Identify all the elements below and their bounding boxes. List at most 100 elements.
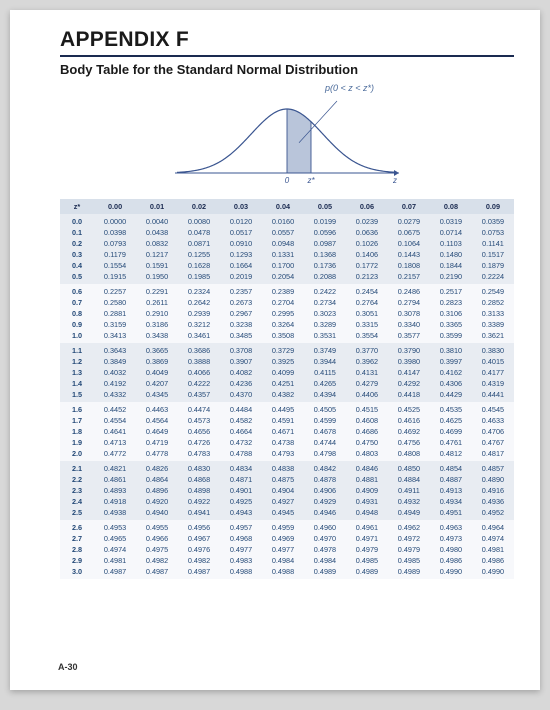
- cell: 0.4732: [220, 437, 262, 448]
- cell: 0.4192: [94, 378, 136, 389]
- cell: 0.4515: [346, 402, 388, 415]
- cell: 0.4909: [346, 485, 388, 496]
- cell: 0.4925: [220, 496, 262, 507]
- cell: 0.1664: [220, 260, 262, 271]
- table-row: 1.80.46410.46490.46560.46640.46710.46780…: [60, 426, 514, 437]
- cell: 0.4834: [220, 461, 262, 474]
- cell: 0.4452: [94, 402, 136, 415]
- cell: 0.0987: [304, 238, 346, 249]
- cell: 0.3599: [430, 330, 472, 343]
- cell: 0.2019: [220, 271, 262, 284]
- cell: 0.0438: [136, 227, 178, 238]
- cell: 0.3485: [220, 330, 262, 343]
- z-value: 2.5: [60, 507, 94, 520]
- cell: 0.4484: [220, 402, 262, 415]
- cell: 0.4982: [178, 555, 220, 566]
- cell: 0.4981: [94, 555, 136, 566]
- cell: 0.4525: [388, 402, 430, 415]
- cell: 0.4989: [388, 566, 430, 579]
- cell: 0.4875: [262, 474, 304, 485]
- cell: 0.2704: [262, 297, 304, 308]
- cell: 0.4985: [388, 555, 430, 566]
- cell: 0.4699: [430, 426, 472, 437]
- cell: 0.0160: [262, 214, 304, 227]
- cell: 0.4904: [262, 485, 304, 496]
- cell: 0.4963: [430, 520, 472, 533]
- cell: 0.2486: [388, 284, 430, 297]
- cell: 0.4265: [304, 378, 346, 389]
- cell: 0.2324: [178, 284, 220, 297]
- cell: 0.2190: [430, 271, 472, 284]
- cell: 0.2517: [430, 284, 472, 297]
- cell: 0.4686: [346, 426, 388, 437]
- z-value: 1.9: [60, 437, 94, 448]
- z-value: 0.4: [60, 260, 94, 271]
- cell: 0.3159: [94, 319, 136, 330]
- cell: 0.3461: [178, 330, 220, 343]
- cell: 0.4989: [346, 566, 388, 579]
- cell: 0.3133: [472, 308, 514, 319]
- col-header: 0.03: [220, 199, 262, 214]
- cell: 0.4868: [178, 474, 220, 485]
- cell: 0.4783: [178, 448, 220, 461]
- cell: 0.0080: [178, 214, 220, 227]
- z-value: 0.5: [60, 271, 94, 284]
- cell: 0.4952: [472, 507, 514, 520]
- cell: 0.4881: [346, 474, 388, 485]
- cell: 0.4633: [472, 415, 514, 426]
- table-row: 2.30.48930.48960.48980.49010.49040.49060…: [60, 485, 514, 496]
- cell: 0.4913: [430, 485, 472, 496]
- cell: 0.3888: [178, 356, 220, 367]
- z-value: 1.5: [60, 389, 94, 402]
- cell: 0.4987: [136, 566, 178, 579]
- cell: 0.1736: [304, 260, 346, 271]
- cell: 0.4842: [304, 461, 346, 474]
- cell: 0.3849: [94, 356, 136, 367]
- cell: 0.4793: [262, 448, 304, 461]
- z-value: 0.9: [60, 319, 94, 330]
- cell: 0.2967: [220, 308, 262, 319]
- cell: 0.4982: [136, 555, 178, 566]
- cell: 0.4625: [430, 415, 472, 426]
- cell: 0.4788: [220, 448, 262, 461]
- table-row: 2.50.49380.49400.49410.49430.49450.49460…: [60, 507, 514, 520]
- cell: 0.4545: [472, 402, 514, 415]
- cell: 0.4738: [262, 437, 304, 448]
- cell: 0.4032: [94, 367, 136, 378]
- cell: 0.1217: [136, 249, 178, 260]
- cell: 0.2422: [304, 284, 346, 297]
- cell: 0.4893: [94, 485, 136, 496]
- cell: 0.4719: [136, 437, 178, 448]
- cell: 0.0040: [136, 214, 178, 227]
- cell: 0.0910: [220, 238, 262, 249]
- page-number: A-30: [58, 662, 78, 672]
- cell: 0.4953: [94, 520, 136, 533]
- cell: 0.3340: [388, 319, 430, 330]
- table-group: 1.10.36430.36650.36860.37080.37290.37490…: [60, 343, 514, 402]
- cell: 0.4850: [388, 461, 430, 474]
- z-value: 1.6: [60, 402, 94, 415]
- cell: 0.3554: [346, 330, 388, 343]
- cell: 0.4898: [178, 485, 220, 496]
- cell: 0.4988: [220, 566, 262, 579]
- cell: 0.4772: [94, 448, 136, 461]
- z-value: 2.4: [60, 496, 94, 507]
- cell: 0.1064: [388, 238, 430, 249]
- cell: 0.4906: [304, 485, 346, 496]
- cell: 0.4692: [388, 426, 430, 437]
- cell: 0.2910: [136, 308, 178, 319]
- cell: 0.4920: [136, 496, 178, 507]
- cell: 0.0319: [430, 214, 472, 227]
- z-value: 1.2: [60, 356, 94, 367]
- cell: 0.2054: [262, 271, 304, 284]
- z-value: 0.1: [60, 227, 94, 238]
- cell: 0.2642: [178, 297, 220, 308]
- cell: 0.4977: [220, 544, 262, 555]
- cell: 0.4830: [178, 461, 220, 474]
- cell: 0.4808: [388, 448, 430, 461]
- cell: 0.4082: [220, 367, 262, 378]
- probability-label: p(0 < z < z*): [60, 83, 514, 93]
- cell: 0.0557: [262, 227, 304, 238]
- cell: 0.4591: [262, 415, 304, 426]
- content-pad: APPENDIX F Body Table for the Standard N…: [60, 28, 514, 579]
